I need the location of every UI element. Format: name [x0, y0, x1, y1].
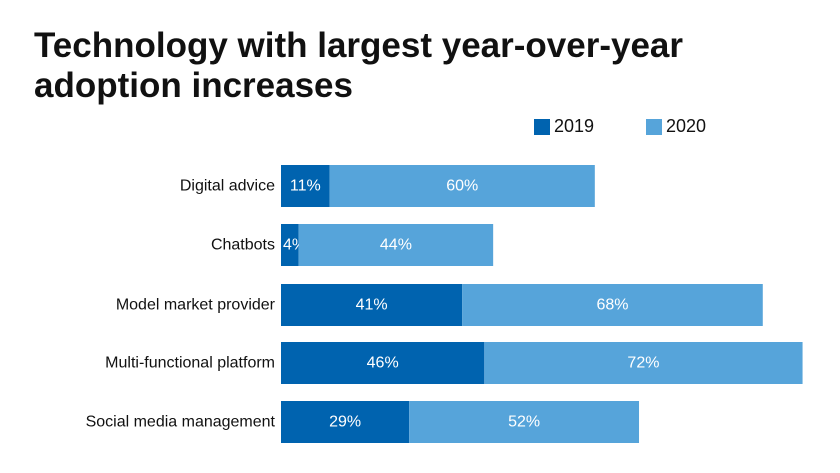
bar-2019-model-market-provider [281, 284, 463, 326]
data-label-2019-model-market-provider: 41% [356, 297, 388, 314]
bar-2020-model-market-provider [462, 284, 763, 326]
data-label-2020-digital-advice: 60% [446, 178, 478, 195]
legend-label-2020: 2020 [666, 116, 707, 136]
legend-label-2019: 2019 [554, 116, 595, 136]
category-label-social-media-management: Social media management [86, 414, 276, 431]
category-label-chatbots: Chatbots [211, 237, 275, 254]
data-label-2019-digital-advice: 11% [290, 178, 321, 195]
legend-item-2020: 2020 [646, 116, 706, 137]
legend-swatch-2020 [646, 118, 662, 135]
bar-2020-digital-advice [329, 165, 595, 207]
data-label-2020-multi-functional-platform: 72% [627, 355, 659, 372]
bar-2020-social-media-management [409, 401, 640, 443]
legend-item-2019: 2019 [534, 116, 594, 137]
bar-2020-chatbots [298, 224, 494, 266]
bar-2019-chatbots [281, 224, 299, 266]
chart-title-line-2: adoption increases [34, 66, 353, 105]
bar-2019-digital-advice [281, 165, 330, 207]
category-label-model-market-provider: Model market provider [116, 297, 276, 314]
chart-title-line-1: Technology with largest year-over-year [34, 26, 684, 65]
category-label-multi-functional-platform: Multi-functional platform [105, 355, 275, 372]
chart-title: Technology with largest year-over-year a… [34, 26, 683, 106]
data-label-2019-multi-functional-platform: 46% [367, 355, 399, 372]
bar-2019-social-media-management [281, 401, 410, 443]
data-label-2020-social-media-management: 52% [508, 414, 540, 431]
data-label-2019-social-media-management: 29% [329, 414, 361, 431]
data-label-2020-model-market-provider: 68% [596, 297, 628, 314]
legend-swatch-2019 [534, 118, 550, 135]
bar-2020-multi-functional-platform [484, 342, 803, 384]
data-label-2020-chatbots: 44% [380, 237, 412, 254]
bar-2019-multi-functional-platform [281, 342, 485, 384]
category-label-digital-advice: Digital advice [180, 178, 275, 195]
